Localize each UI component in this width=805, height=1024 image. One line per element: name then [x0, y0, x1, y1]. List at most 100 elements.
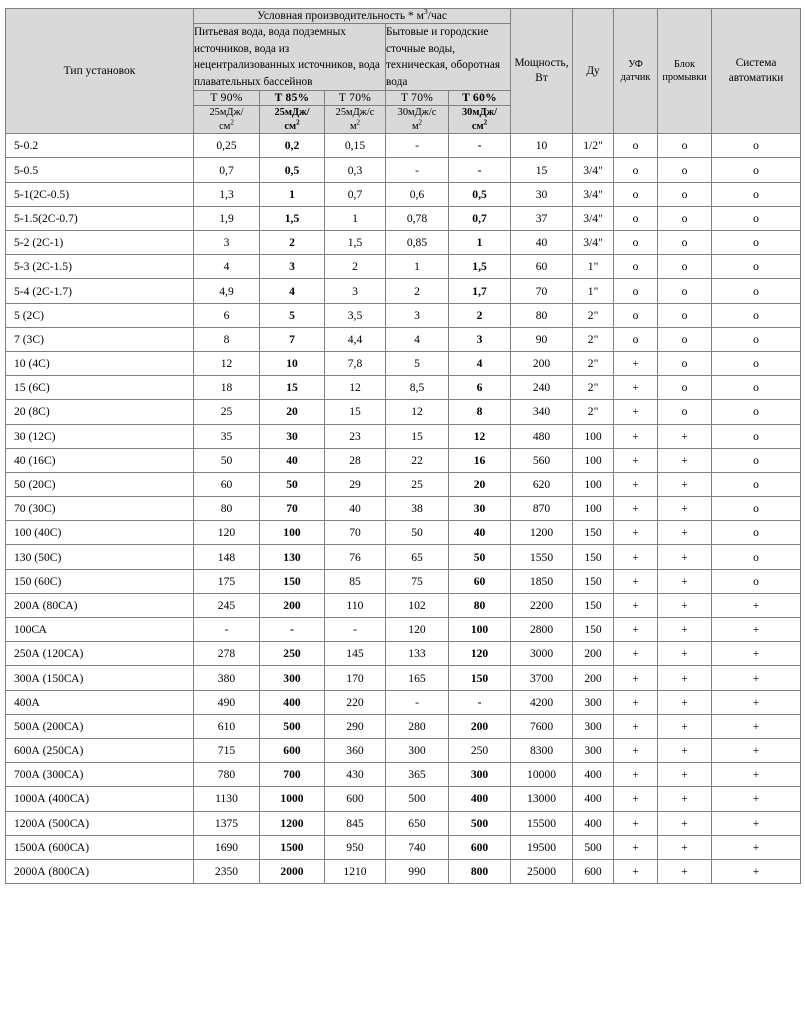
cell-t70-waste: 133 [385, 641, 449, 667]
cell-power: 8300 [510, 737, 574, 764]
cell-du: 2" [572, 326, 615, 352]
table-row: 5-0.5 0,7 0,5 0,3- -15 3/4" о о о [5, 157, 802, 183]
cell-du: 3/4" [572, 205, 615, 232]
header-type-ustanovok: Тип установок [5, 7, 194, 135]
cell-t90: 1,9 [193, 205, 260, 232]
cell-t85: 250 [259, 641, 325, 667]
cell-power: 30 [510, 181, 574, 207]
cell-t70-waste: - [385, 689, 449, 715]
cell-t70-waste: 0,6 [385, 181, 449, 207]
table-row: 5-0.2 0,25 0,2 0,15- -10 1/2" о о о [5, 133, 802, 159]
header-row-group-title: Тип установок Условная производительност… [5, 8, 802, 135]
cell-t70-waste: 365 [385, 762, 449, 788]
cell-t70-waste: 8,5 [385, 375, 449, 401]
cell-wash-block: о [657, 230, 713, 256]
cell-wash-block: о [657, 157, 713, 183]
cell-t85: 30 [259, 423, 325, 449]
cell-t60: - [447, 133, 512, 159]
table-row: 200А (80СА) 245 200 110 102 80 2200 150 + + + [5, 592, 802, 619]
cell-t85: 400 [259, 689, 325, 715]
table-row: 40 (16С) 50 40 28 22 16 560 100 + + о [5, 447, 802, 473]
cell-du: 2" [572, 350, 615, 377]
cell-type: 250А (120СА) [5, 641, 194, 667]
cell-du: 150 [572, 592, 615, 619]
cell-t60: 120 [447, 641, 512, 667]
cell-du: 2" [572, 399, 615, 425]
cell-uv-sensor: о [613, 181, 659, 207]
cell-type: 200А (80СА) [5, 592, 194, 619]
cell-uv-sensor: + [613, 350, 659, 377]
cell-t70-waste: 0,85 [385, 230, 449, 256]
cell-power: 40 [510, 230, 574, 256]
cell-t90: 25 [193, 399, 260, 425]
cell-t70-drinking: 360 [324, 737, 386, 764]
cell-power: 37 [510, 205, 574, 232]
cell-du: 100 [572, 423, 615, 449]
cell-du: 600 [572, 858, 615, 885]
cell-power: 3000 [510, 641, 574, 667]
cell-t90: 175 [193, 568, 260, 594]
cell-type: 5-1.5(2С-0.7) [5, 205, 194, 232]
cell-t90: 245 [193, 592, 260, 619]
cell-wash-block: + [657, 737, 713, 764]
cell-t90: 6 [193, 302, 260, 328]
cell-t70-waste: 38 [385, 496, 449, 522]
cell-t85: 0,2 [259, 133, 325, 159]
cell-t70-waste: - [385, 133, 449, 159]
cell-uv-sensor: о [613, 326, 659, 352]
cell-uv-sensor: о [613, 157, 659, 183]
cell-t90: 0,25 [193, 133, 260, 159]
cell-t60: 40 [447, 520, 512, 546]
cell-t90: 715 [193, 737, 260, 764]
cell-t90: 1130 [193, 786, 260, 812]
cell-type: 130 (50С) [5, 544, 194, 570]
cell-automation: о [711, 205, 802, 232]
cell-automation: о [711, 496, 802, 522]
cell-t70-waste: 650 [385, 810, 449, 836]
cell-uv-sensor: + [613, 471, 659, 498]
cell-automation: о [711, 254, 802, 280]
cell-automation: о [711, 230, 802, 256]
table-row: 15 (6С) 18 15 12 8,5 6 240 2" + о о [5, 375, 802, 401]
cell-t70-drinking: 845 [324, 810, 386, 836]
cell-t70-drinking: 23 [324, 423, 386, 449]
cell-wash-block: + [657, 447, 713, 473]
cell-t60: 2 [447, 302, 512, 328]
table-row: 100 (40С) 120 100 70 50 40 1200 150 + + о [5, 520, 802, 546]
cell-t70-drinking: 600 [324, 786, 386, 812]
cell-wash-block: + [657, 689, 713, 715]
cell-uv-sensor: о [613, 278, 659, 304]
cell-t70-drinking: 85 [324, 568, 386, 594]
cell-wash-block: + [657, 834, 713, 860]
cell-uv-sensor: + [613, 834, 659, 860]
cell-automation: + [711, 713, 802, 739]
cell-t90: 60 [193, 471, 260, 498]
cell-wash-block: о [657, 350, 713, 377]
cell-uv-sensor: о [613, 230, 659, 256]
table-row: 1200А (500СА) 1375 1200 845 650 500 15500 400 + +… [5, 810, 802, 836]
cell-type: 5 (2С) [5, 302, 194, 328]
cell-t70-drinking: 28 [324, 447, 386, 473]
table-row: 5-1(2С-0.5) 1,3 1 0,7 0,6 0,5 30 3/4" о о о [5, 181, 802, 207]
cell-t70-waste: 3 [385, 302, 449, 328]
cell-uv-sensor: о [613, 205, 659, 232]
cell-t60: 0,7 [447, 205, 512, 232]
cell-power: 560 [510, 447, 574, 473]
cell-wash-block: + [657, 762, 713, 788]
cell-t70-waste: 165 [385, 665, 449, 691]
cell-type: 1200А (500СА) [5, 810, 194, 836]
cell-t70-drinking: 1 [324, 205, 386, 232]
cell-wash-block: о [657, 302, 713, 328]
cell-t85: - [259, 617, 325, 643]
cell-t85: 7 [259, 326, 325, 352]
cell-automation: о [711, 471, 802, 498]
cell-uv-sensor: + [613, 399, 659, 425]
cell-automation: + [711, 762, 802, 788]
cell-automation: о [711, 350, 802, 377]
cell-power: 25000 [510, 858, 574, 885]
dose-prefix: 30мДж/ [461, 107, 498, 119]
cell-du: 3/4" [572, 181, 615, 207]
header-group-capacity: Условная производительность * м3/час [192, 8, 512, 25]
unit-specifications-table: Тип установок Условная производительност… [5, 8, 802, 885]
cell-du: 500 [572, 834, 615, 860]
